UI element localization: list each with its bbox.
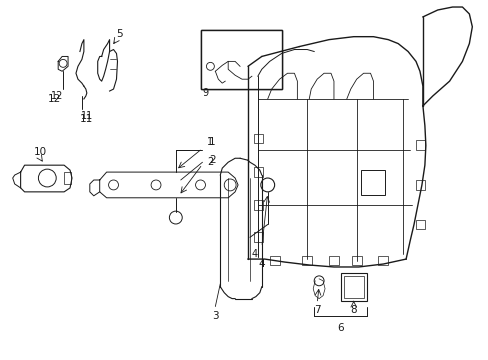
Text: 6: 6 [337, 323, 344, 333]
Bar [360, 170, 385, 195]
Text: 12: 12 [47, 94, 61, 104]
Text: 3: 3 [212, 311, 218, 321]
Text: 4: 4 [258, 259, 264, 269]
Bar [253, 134, 262, 143]
Text: 11: 11 [80, 114, 93, 124]
Text: 9: 9 [202, 88, 208, 98]
Bar [415, 140, 424, 150]
Text: 1: 1 [207, 138, 213, 148]
Bar [253, 200, 262, 210]
Bar [378, 256, 387, 265]
Bar [351, 256, 361, 265]
Bar [201, 31, 280, 88]
Text: 5: 5 [116, 29, 122, 39]
Bar [64, 172, 71, 184]
Bar [200, 30, 281, 89]
Bar [343, 276, 363, 298]
Bar [340, 273, 366, 301]
Text: 4: 4 [251, 249, 257, 259]
Bar [415, 220, 424, 229]
Text: 1: 1 [209, 138, 215, 148]
Bar [200, 30, 281, 89]
Text: 11: 11 [81, 111, 93, 121]
Bar [253, 233, 262, 242]
Text: 10: 10 [34, 147, 47, 157]
Text: 2: 2 [207, 157, 213, 167]
Bar [302, 256, 311, 265]
Text: 12: 12 [51, 91, 63, 101]
Bar [328, 256, 338, 265]
Text: 2: 2 [209, 155, 215, 165]
Text: 7: 7 [313, 306, 320, 315]
Bar [269, 256, 279, 265]
Bar [253, 167, 262, 177]
Text: 8: 8 [350, 306, 356, 315]
Bar [415, 180, 424, 190]
